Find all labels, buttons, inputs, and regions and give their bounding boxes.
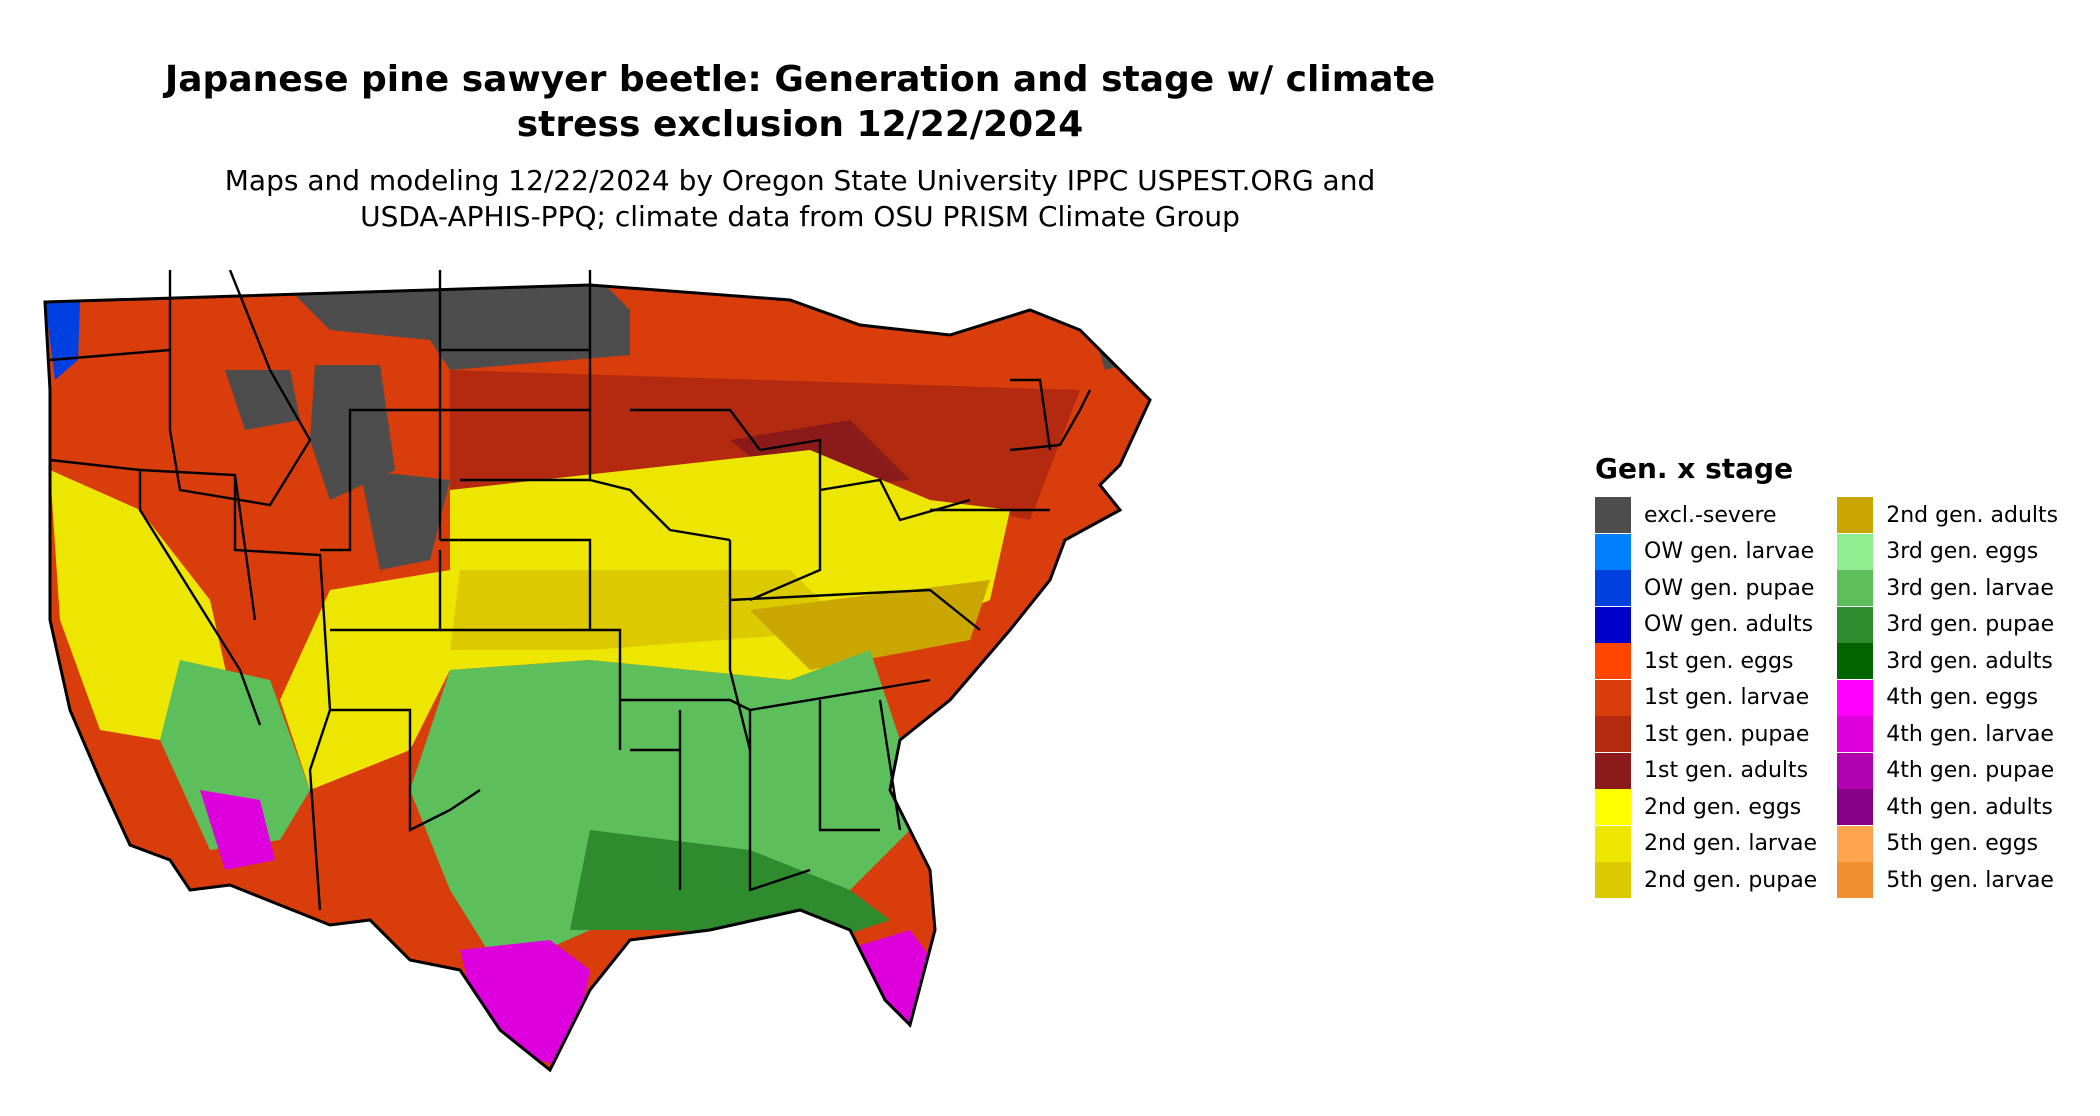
zone-excl-colorado xyxy=(360,470,450,570)
legend-item: OW gen. pupae xyxy=(1595,570,1817,607)
legend-item: OW gen. adults xyxy=(1595,606,1817,644)
legend-label: OW gen. adults xyxy=(1644,612,1814,638)
legend-swatch xyxy=(1595,643,1631,680)
legend-label: 5th gen. eggs xyxy=(1886,831,2039,857)
legend-swatch xyxy=(1837,570,1874,607)
legend-item: 2nd gen. larvae xyxy=(1595,825,1818,863)
map-subtitle-line1: Maps and modeling 12/22/2024 by Oregon S… xyxy=(224,164,1376,197)
legend-swatch xyxy=(1837,533,1874,570)
legend-column-1: excl.-severe OW gen. larvae OW gen. pupae O… xyxy=(1595,497,1817,899)
legend-label: 1st gen. pupae xyxy=(1644,721,1810,747)
map-subtitle-line2: USDA-APHIS-PPQ; climate data from OSU PR… xyxy=(360,200,1240,233)
legend-label: 4th gen. pupae xyxy=(1886,758,2055,784)
zone-excl-idaho xyxy=(225,370,300,430)
legend-label: 3rd gen. pupae xyxy=(1886,612,2055,638)
legend-item: 4th gen. adults xyxy=(1837,789,2058,826)
legend-label: OW gen. larvae xyxy=(1644,539,1815,565)
legend-swatch xyxy=(1837,497,1874,534)
us-map xyxy=(30,270,1570,1090)
legend-label: 1st gen. adults xyxy=(1644,758,1809,784)
legend-label: 4th gen. larvae xyxy=(1886,721,2054,747)
legend-swatch xyxy=(1595,606,1631,643)
legend-swatch xyxy=(1595,752,1631,789)
legend-swatch xyxy=(1595,789,1631,826)
legend-label: 3rd gen. larvae xyxy=(1886,575,2054,601)
legend-column-2: 2nd gen. adults 3rd gen. eggs 3rd gen. lar… xyxy=(1837,497,2058,899)
legend-swatch xyxy=(1595,497,1631,534)
legend-label: 1st gen. larvae xyxy=(1644,685,1810,711)
legend-swatch xyxy=(1837,716,1874,753)
legend-label: 2nd gen. larvae xyxy=(1644,831,1818,857)
zone-4th-gen-larvae-arizona xyxy=(200,790,275,870)
legend-swatch xyxy=(1837,862,1874,899)
legend-swatch xyxy=(1837,643,1874,680)
legend-item: 4th gen. pupae xyxy=(1837,752,2058,790)
legend-item: 3rd gen. adults xyxy=(1837,643,2058,680)
legend-swatch xyxy=(1595,533,1631,570)
legend-item: 1st gen. pupae xyxy=(1595,716,1817,753)
legend-label: 5th gen. larvae xyxy=(1886,867,2054,893)
legend-swatch xyxy=(1595,862,1631,899)
legend-item: 5th gen. larvae xyxy=(1837,862,2058,899)
legend-item: OW gen. larvae xyxy=(1595,533,1817,571)
legend-item: 3rd gen. pupae xyxy=(1837,606,2058,644)
legend-label: 2nd gen. adults xyxy=(1886,502,2059,528)
legend-label: 3rd gen. eggs xyxy=(1886,539,2039,565)
legend-item: 4th gen. larvae xyxy=(1837,716,2058,753)
zone-4th-gen-larvae-texas xyxy=(460,940,590,1070)
legend-label: 1st gen. eggs xyxy=(1644,648,1794,674)
map-title-line1: Japanese pine sawyer beetle: Generation … xyxy=(164,59,1436,100)
state-boundaries xyxy=(49,270,1092,911)
legend-swatch xyxy=(1837,825,1874,862)
legend-label: 2nd gen. eggs xyxy=(1644,794,1802,820)
legend-label: excl.-severe xyxy=(1644,502,1777,528)
legend-label: 4th gen. eggs xyxy=(1886,685,2039,711)
legend-label: 2nd gen. pupae xyxy=(1644,867,1818,893)
zone-2nd-gen-adults xyxy=(750,580,990,670)
map-title-line2: stress exclusion 12/22/2024 xyxy=(516,104,1084,145)
legend-label: 3rd gen. adults xyxy=(1886,648,2053,674)
zone-excl-northern-plains xyxy=(270,285,630,370)
legend-item: 5th gen. eggs xyxy=(1837,825,2058,863)
legend-swatch xyxy=(1595,825,1631,862)
legend-item: excl.-severe xyxy=(1595,497,1817,534)
generation-stage-raster xyxy=(45,285,1150,1070)
legend-item: 3rd gen. larvae xyxy=(1837,570,2058,607)
legend-item: 2nd gen. adults xyxy=(1837,497,2058,534)
legend-item: 4th gen. eggs xyxy=(1837,679,2058,717)
legend-item: 3rd gen. eggs xyxy=(1837,533,2058,571)
legend-swatch xyxy=(1837,679,1874,716)
legend-item: 1st gen. adults xyxy=(1595,752,1817,790)
legend-swatch xyxy=(1595,716,1631,753)
legend: Gen. x stage excl.-severe OW gen. larvae O… xyxy=(1595,452,2090,899)
zone-excl-wyoming xyxy=(310,365,395,500)
zone-3rd-gen-larvae-southwest xyxy=(160,660,310,850)
legend-swatch xyxy=(1595,570,1631,607)
legend-swatch xyxy=(1837,752,1874,789)
legend-item: 2nd gen. eggs xyxy=(1595,789,1817,826)
legend-label: OW gen. pupae xyxy=(1644,575,1815,601)
legend-swatch xyxy=(1837,606,1874,643)
legend-item: 1st gen. larvae xyxy=(1595,679,1817,717)
legend-label: 4th gen. adults xyxy=(1886,794,2053,820)
legend-swatch xyxy=(1837,789,1874,826)
legend-swatch xyxy=(1595,679,1631,716)
legend-item: 2nd gen. pupae xyxy=(1595,862,1817,899)
legend-item: 1st gen. eggs xyxy=(1595,643,1817,680)
legend-title: Gen. x stage xyxy=(1595,452,1794,485)
